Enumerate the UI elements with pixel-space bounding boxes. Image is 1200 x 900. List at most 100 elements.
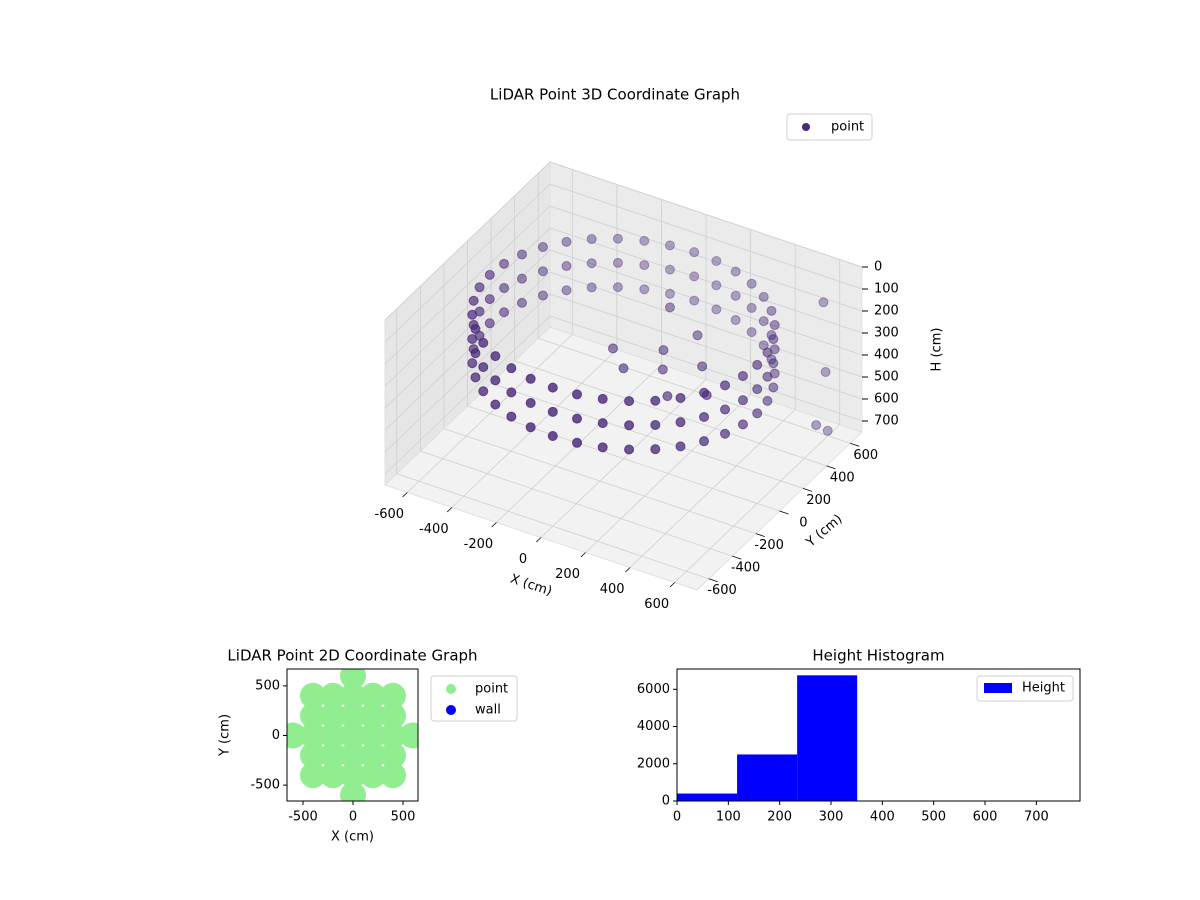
point xyxy=(572,413,583,424)
point xyxy=(746,278,757,289)
z-tick-label: 500 xyxy=(874,370,899,385)
point xyxy=(506,411,517,422)
point xyxy=(561,261,572,272)
point xyxy=(470,348,481,359)
x-tick-label: 400 xyxy=(870,810,895,825)
x-tick-label: 300 xyxy=(819,810,844,825)
tick-mark xyxy=(850,442,860,447)
grid-line xyxy=(549,183,863,290)
point xyxy=(762,371,773,382)
tick-mark xyxy=(826,465,836,470)
y-tick-label: -500 xyxy=(250,778,280,793)
legend-label: point xyxy=(475,682,508,697)
point xyxy=(340,722,366,749)
chart-title: LiDAR Point 3D Coordinate Graph xyxy=(490,86,740,104)
chart-title: Height Histogram xyxy=(812,647,944,665)
point xyxy=(820,367,831,378)
y-tick-label: 500 xyxy=(255,678,280,693)
x-tick-label: 700 xyxy=(1024,810,1049,825)
y-tick-label: -200 xyxy=(754,538,784,553)
point xyxy=(664,240,675,251)
point xyxy=(340,762,366,789)
y-tick-label: 600 xyxy=(853,448,878,463)
point xyxy=(720,380,731,391)
point xyxy=(768,382,779,393)
z-tick-label: 0 xyxy=(874,260,882,275)
y-tick-label: 0 xyxy=(799,516,807,531)
point xyxy=(561,236,572,247)
point xyxy=(525,373,536,384)
legend-marker xyxy=(802,123,810,131)
point xyxy=(818,297,829,308)
y-tick-label: 2000 xyxy=(637,756,670,771)
point xyxy=(360,722,386,749)
point xyxy=(720,428,731,439)
point xyxy=(758,316,769,327)
point xyxy=(639,284,650,295)
z-tick-label: 600 xyxy=(874,392,899,407)
point xyxy=(380,742,406,769)
point xyxy=(380,762,406,789)
point xyxy=(720,404,731,415)
y-axis-label: Y (cm) xyxy=(218,714,233,757)
tick-mark xyxy=(755,533,765,537)
point xyxy=(586,234,597,245)
legend-label: point xyxy=(831,120,864,135)
point xyxy=(516,297,527,308)
point xyxy=(752,359,763,370)
x-axis-label: X (cm) xyxy=(331,830,374,845)
point xyxy=(624,396,635,407)
point xyxy=(537,242,548,253)
point xyxy=(478,362,489,373)
point xyxy=(762,395,773,406)
point xyxy=(769,320,780,331)
point xyxy=(474,282,485,293)
point xyxy=(618,363,629,374)
point xyxy=(561,285,572,296)
x-tick-label: 500 xyxy=(921,810,946,825)
point xyxy=(766,305,777,316)
grid-line xyxy=(467,405,780,512)
point xyxy=(537,290,548,301)
grid-line xyxy=(384,183,551,343)
point xyxy=(658,345,669,356)
point xyxy=(484,294,495,305)
tick-mark xyxy=(669,582,675,588)
legend-swatch xyxy=(984,683,1012,693)
point xyxy=(499,307,510,318)
y-tick-label: -400 xyxy=(731,561,761,576)
x-tick-label: -400 xyxy=(419,522,449,537)
point xyxy=(597,393,608,404)
point xyxy=(499,258,510,269)
point xyxy=(478,386,489,397)
x-tick-label: -200 xyxy=(464,537,494,552)
point xyxy=(300,722,326,749)
grid-line xyxy=(549,249,863,356)
point xyxy=(768,334,779,345)
point xyxy=(287,722,306,749)
point xyxy=(664,288,675,299)
tick-mark xyxy=(779,510,789,515)
point xyxy=(665,302,675,313)
point xyxy=(320,722,346,749)
point xyxy=(762,347,773,358)
point xyxy=(470,372,481,383)
point xyxy=(380,702,406,729)
point xyxy=(320,702,346,729)
point xyxy=(612,233,623,244)
grid-line xyxy=(490,383,804,489)
point xyxy=(699,387,710,398)
bar xyxy=(797,675,858,801)
x-tick-label: 600 xyxy=(644,597,669,612)
point xyxy=(675,441,686,452)
point xyxy=(490,375,501,386)
x-tick-label: -600 xyxy=(375,507,405,522)
z-axis-label: H (cm) xyxy=(930,328,945,372)
point xyxy=(572,437,583,448)
point xyxy=(608,343,618,354)
x-tick-label: -500 xyxy=(288,810,318,825)
point xyxy=(340,669,366,689)
grid-line xyxy=(538,337,851,444)
point xyxy=(675,417,686,428)
